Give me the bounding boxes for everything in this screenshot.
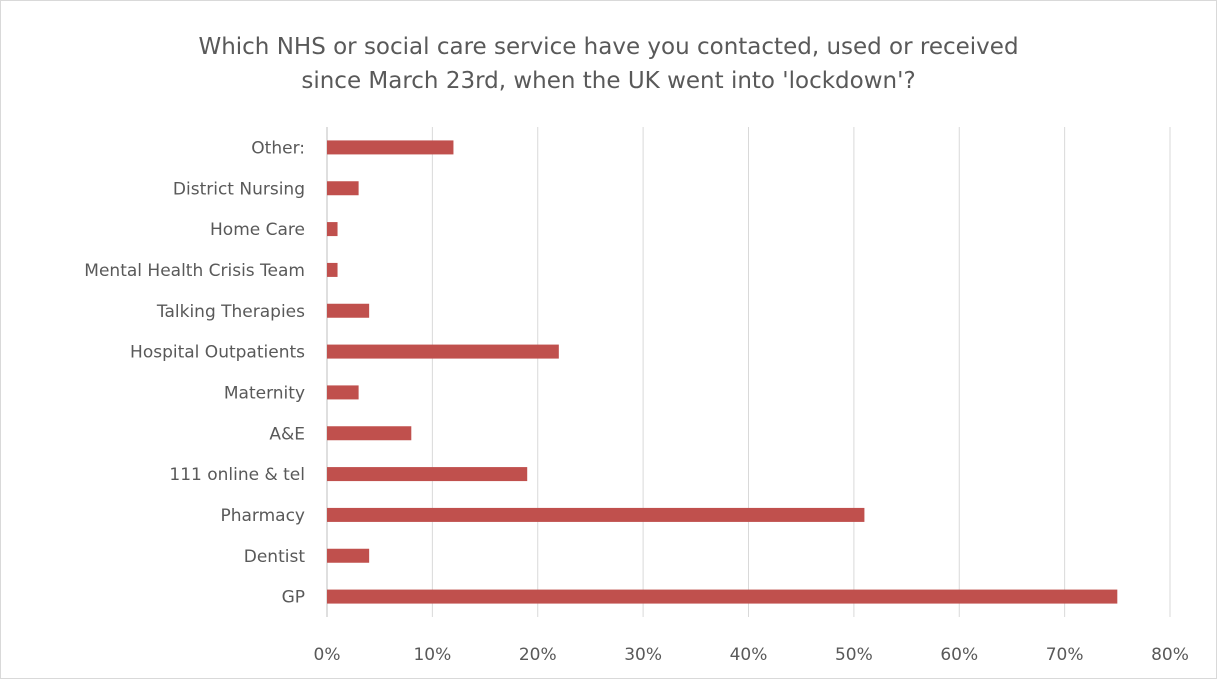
bar	[327, 344, 559, 359]
bar	[327, 507, 865, 522]
x-tick-label: 30%	[624, 645, 662, 665]
category-label: 111 online & tel	[169, 465, 305, 485]
chart-title-line-2: since March 23rd, when the UK went into …	[301, 68, 916, 94]
x-tick-label: 50%	[835, 645, 873, 665]
category-label: Pharmacy	[220, 506, 305, 526]
category-label: GP	[282, 588, 305, 608]
category-label: Maternity	[224, 383, 305, 403]
category-label: A&E	[269, 424, 305, 444]
bar	[327, 385, 359, 400]
category-label: Mental Health Crisis Team	[84, 261, 305, 281]
bar	[327, 426, 412, 441]
x-tick-label: 10%	[413, 645, 451, 665]
category-label: District Nursing	[173, 179, 305, 199]
category-labels: GP Dentist Pharmacy 111 online & tel A&E Mate…	[84, 138, 305, 607]
category-label: Home Care	[210, 220, 305, 240]
bar	[327, 262, 338, 277]
x-tick-labels: 0% 10% 20% 30% 40% 50% 60% 70% 80%	[314, 645, 1189, 665]
category-label: Talking Therapies	[156, 302, 305, 322]
x-tick-label: 40%	[730, 645, 768, 665]
category-label: Other:	[251, 138, 305, 158]
category-label: Dentist	[244, 547, 306, 567]
bar	[327, 303, 370, 318]
bar	[327, 140, 454, 155]
x-tick-label: 60%	[940, 645, 978, 665]
bar	[327, 181, 359, 196]
chart-title: Which NHS or social care service have yo…	[0, 30, 1217, 98]
bar	[327, 222, 338, 237]
x-tick-label: 20%	[519, 645, 557, 665]
bar	[327, 548, 370, 563]
chart-title-line-1: Which NHS or social care service have yo…	[198, 34, 1019, 60]
bar	[327, 589, 1118, 604]
category-label: Hospital Outpatients	[130, 343, 305, 363]
bar	[327, 467, 528, 482]
x-tick-label: 80%	[1151, 645, 1189, 665]
bars	[327, 140, 1118, 604]
gridlines	[326, 127, 1171, 617]
x-tick-label: 70%	[1046, 645, 1084, 665]
x-tick-label: 0%	[314, 645, 341, 665]
